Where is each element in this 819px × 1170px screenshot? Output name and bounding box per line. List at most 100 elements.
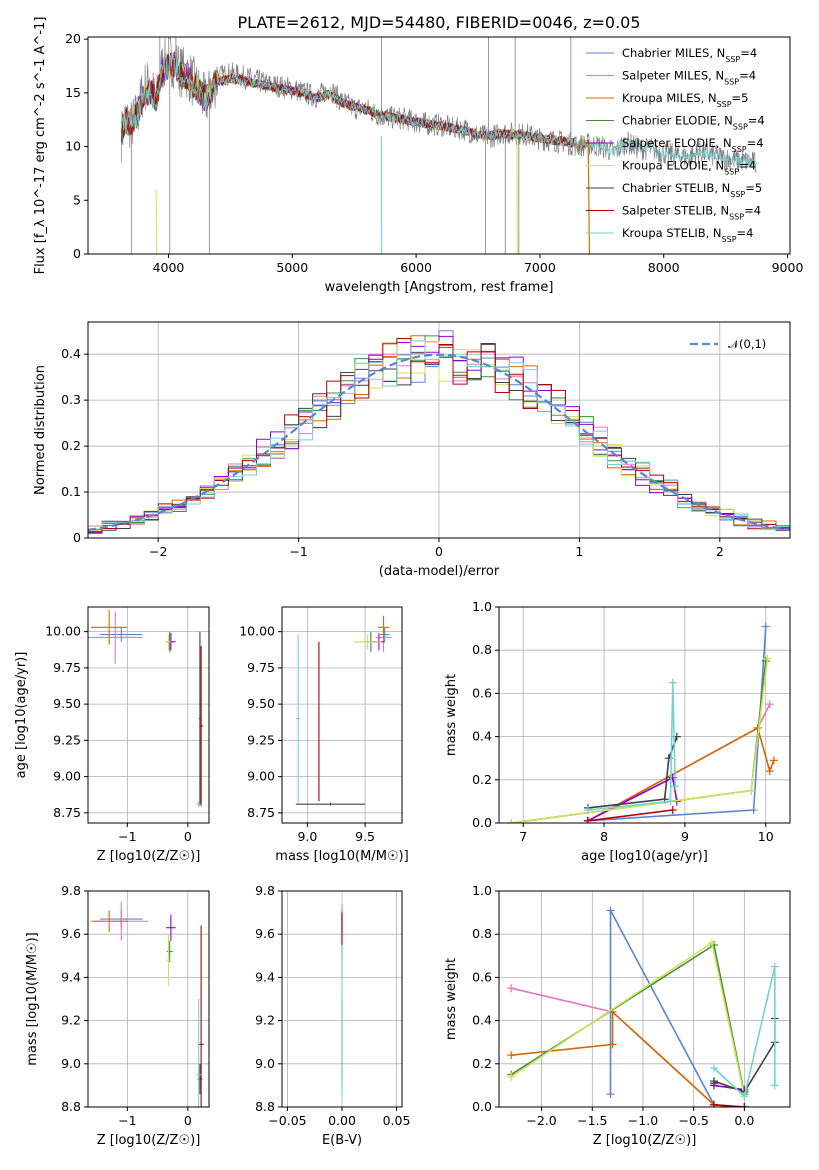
weight_vs_Z-ytick-label: 0.0: [472, 1099, 492, 1114]
mass-weight-marker: [608, 1040, 617, 1049]
mass_vs_EBV-ytick-label: 9.6: [255, 926, 275, 941]
mass_vs_Z-xtick-label: 0: [184, 1113, 192, 1128]
age_vs_Z-ytick-label: 8.75: [53, 805, 81, 820]
mass-weight-line: [587, 736, 678, 809]
residuals-xtick-label: 1: [575, 544, 583, 559]
residuals-xtick-label: 0: [435, 544, 443, 559]
weight_vs_Z-xtick-label: −2.0: [526, 1113, 556, 1128]
mass-weight-line: [587, 682, 676, 811]
mass-weight-marker: [507, 1072, 516, 1081]
mass-weight-marker: [583, 816, 592, 823]
mass-weight-marker: [583, 806, 592, 815]
mass-weight-marker: [740, 1092, 749, 1101]
residuals-ytick-label: 0.1: [61, 484, 81, 499]
mass-weight-marker: [749, 806, 758, 815]
legend-value: =4: [747, 136, 764, 150]
weight_vs_age-xlabel: age [log10(age/yr)]: [581, 849, 708, 864]
age_vs_mass-xtick-label: 9.5: [355, 829, 375, 844]
mass-weight-marker: [709, 1064, 718, 1073]
mass-weight-marker: [709, 1077, 718, 1086]
legend-value: =4: [740, 46, 757, 60]
mass-weight-marker: [671, 782, 680, 791]
mass-weight-line: [587, 809, 673, 822]
mass_vs_Z-ytick-label: 9.4: [61, 969, 81, 984]
residuals-xtick-label: −1: [289, 544, 307, 559]
legend-entry: Chabrier ELODIE, NSSP=4: [622, 114, 765, 132]
age_vs_Z-ytick-label: 9.75: [53, 660, 81, 675]
legend-entry: 𝒩(0,1): [728, 337, 766, 351]
age_vs_mass-ytick-label: 10.00: [239, 624, 275, 639]
mass-weight-line: [510, 941, 746, 1097]
age_vs_Z-frame: [87, 606, 210, 824]
legend-value: =4: [739, 69, 756, 83]
legend-subscript: SSP: [724, 167, 739, 176]
legend-value: =4: [748, 114, 765, 128]
weight_vs_Z-frame: [498, 890, 791, 1108]
mass-weight-marker: [707, 938, 716, 947]
spectrum-xtick-label: 6000: [400, 260, 432, 275]
model-spectrum-edge: [155, 189, 158, 254]
weight_vs_age-plot-area: [507, 622, 778, 823]
legend-subscript: SSP: [717, 100, 732, 109]
mass_vs_EBV-xtick-label: 0.00: [328, 1113, 356, 1128]
legend-entry: Salpeter STELIB, NSSP=4: [622, 204, 761, 222]
mass-weight-line: [510, 943, 746, 1095]
mass_vs_Z-frame: [87, 890, 210, 1108]
legend-entry: Salpeter MILES, NSSP=4: [622, 69, 756, 87]
weight_vs_Z-plot-area: [507, 906, 779, 1107]
mass-weight-marker: [769, 756, 778, 765]
weight_vs_age-ylabel: mass weight: [444, 674, 459, 756]
mass-weight-line: [713, 1084, 745, 1091]
legend-value: =5: [732, 91, 749, 105]
legend-entry: Kroupa ELODIE, NSSP=4: [622, 159, 756, 177]
normal-reference-curve: [88, 353, 790, 531]
mass_vs_EBV-frame: [281, 890, 403, 1108]
mass-weight-marker: [507, 1051, 516, 1060]
age_vs_mass-xtick-label: 9.0: [297, 829, 317, 844]
mass_vs_Z-xtick-label: −1: [118, 1113, 136, 1128]
residuals-ytick-label: 0.4: [61, 346, 81, 361]
mass_vs_EBV-ytick-label: 8.8: [255, 1099, 275, 1114]
spectrum-ytick-label: 10: [65, 139, 81, 154]
age_vs_mass-ytick-label: 9.00: [247, 769, 275, 784]
mass-weight-marker: [761, 622, 770, 631]
mass_vs_Z-xlabel: Z [log10(Z/Z☉)]: [97, 1133, 201, 1148]
mass_vs_Z-ytick-label: 9.0: [61, 1056, 81, 1071]
mass-weight-marker: [770, 962, 779, 971]
age_vs_Z-ytick-label: 9.25: [53, 732, 81, 747]
residuals-xlabel: (data-model)/error: [379, 564, 500, 579]
legend-value: =4: [739, 159, 756, 173]
spectrum-xtick-label: 7000: [524, 260, 556, 275]
age_vs_mass-frame: [281, 606, 403, 824]
legend-entry: Chabrier STELIB, NSSP=5: [622, 181, 762, 199]
mass-weight-marker: [507, 819, 516, 823]
weight_vs_age-ytick-label: 0.4: [472, 729, 492, 744]
residuals-ylabel: Normed distribution: [33, 365, 48, 495]
mass-weight-marker: [666, 797, 675, 806]
mass_vs_EBV-xtick-label: −0.05: [268, 1113, 306, 1128]
weight_vs_Z-ytick-label: 0.4: [472, 1013, 492, 1028]
age_vs_Z-ytick-label: 9.50: [53, 696, 81, 711]
mass_vs_EBV-xlabel: E(B-V): [322, 1133, 362, 1148]
spectrum-ylabel: Flux [f_λ 10^-17 erg cm^-2 s^-1 A^-1]: [33, 17, 48, 275]
weight_vs_Z-ytick-label: 0.6: [472, 969, 492, 984]
age_vs_Z-ytick-label: 9.00: [53, 769, 81, 784]
mass-weight-marker: [770, 1081, 779, 1090]
mass-weight-line: [587, 703, 771, 822]
mass_vs_EBV-xtick-label: 0.05: [383, 1113, 411, 1128]
mass-weight-marker: [740, 1103, 749, 1107]
mass-weight-line: [510, 660, 767, 823]
weight_vs_Z-xtick-label: 0.0: [734, 1113, 754, 1128]
mass-weight-marker: [765, 700, 774, 709]
age_vs_mass-plot-area: [295, 615, 392, 806]
weight_vs_age-ytick-label: 1.0: [472, 599, 492, 614]
spectrum-plot-area: [121, 37, 758, 254]
age_vs_Z-xtick-label: −1: [118, 829, 136, 844]
spectrum-ytick-label: 0: [73, 246, 81, 261]
weight_vs_age-ytick-label: 0.6: [472, 685, 492, 700]
mass_vs_Z-ylabel: mass [log10(M/M☉)]: [25, 932, 40, 1065]
spectrum-xtick-label: 8000: [648, 260, 680, 275]
mass_vs_Z-plot-area: [91, 901, 204, 1107]
mass-weight-marker: [763, 654, 772, 663]
mass-weight-marker: [747, 786, 756, 795]
